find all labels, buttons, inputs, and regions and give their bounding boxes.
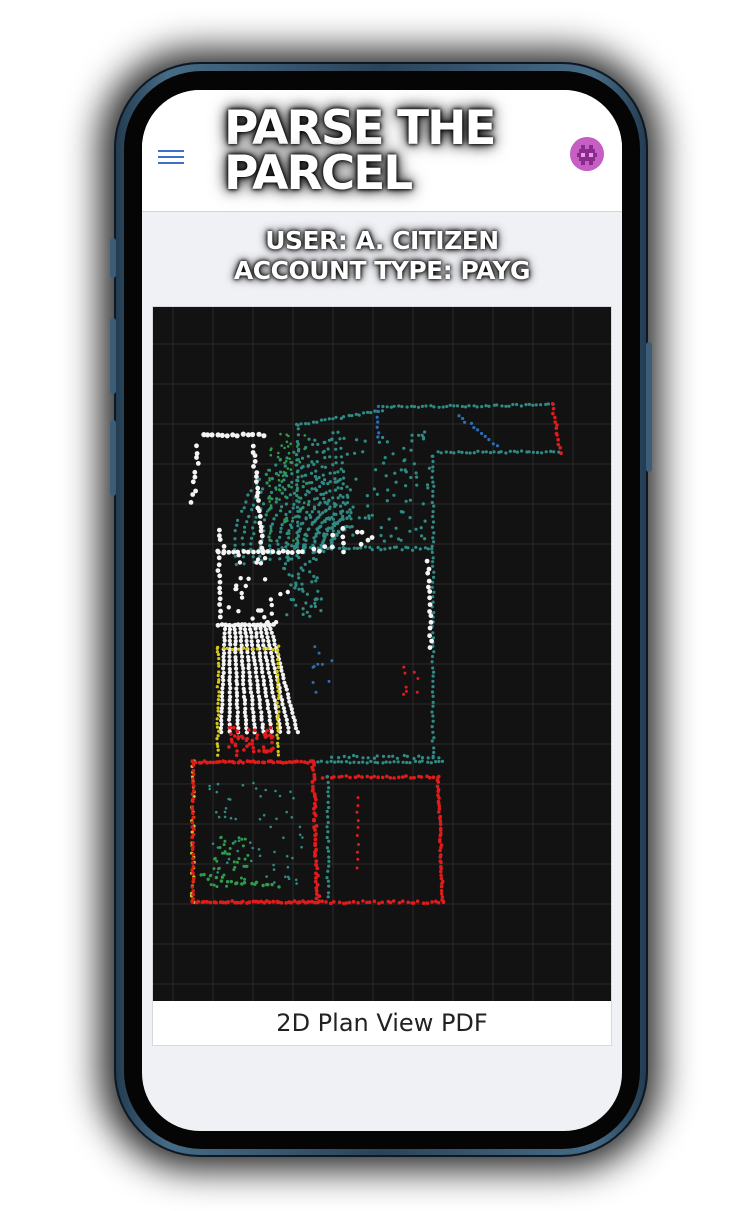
phone-volume-down-button (110, 420, 116, 496)
app-header: PARSE THE PARCEL (142, 90, 622, 212)
phone-side-button (110, 238, 116, 278)
phone-screen: PARSE THE PARCEL (142, 90, 622, 1131)
plan-card: 2D Plan View PDF (152, 306, 612, 1046)
user-avatar-icon[interactable] (570, 137, 604, 171)
phone-power-button (646, 342, 652, 472)
account-type: ACCOUNT TYPE: PAYG (233, 256, 531, 285)
user-info: USER: A. CITIZEN ACCOUNT TYPE: PAYG (142, 226, 622, 286)
phone-volume-up-button (110, 318, 116, 394)
plan-points (188, 402, 563, 906)
user-name: USER: A. CITIZEN (265, 226, 499, 255)
plan-caption-link[interactable]: 2D Plan View PDF (276, 1009, 488, 1037)
pixel-invader-avatar-icon (570, 137, 604, 171)
hamburger-menu-icon[interactable] (158, 148, 184, 166)
floor-plan-canvas (153, 307, 611, 1001)
app-title-line-1: PARSE THE (224, 101, 497, 156)
app-title: PARSE THE PARCEL (224, 101, 554, 201)
app-title-line-2: PARCEL (224, 146, 413, 201)
floor-plan-point-cloud[interactable] (153, 307, 611, 1001)
